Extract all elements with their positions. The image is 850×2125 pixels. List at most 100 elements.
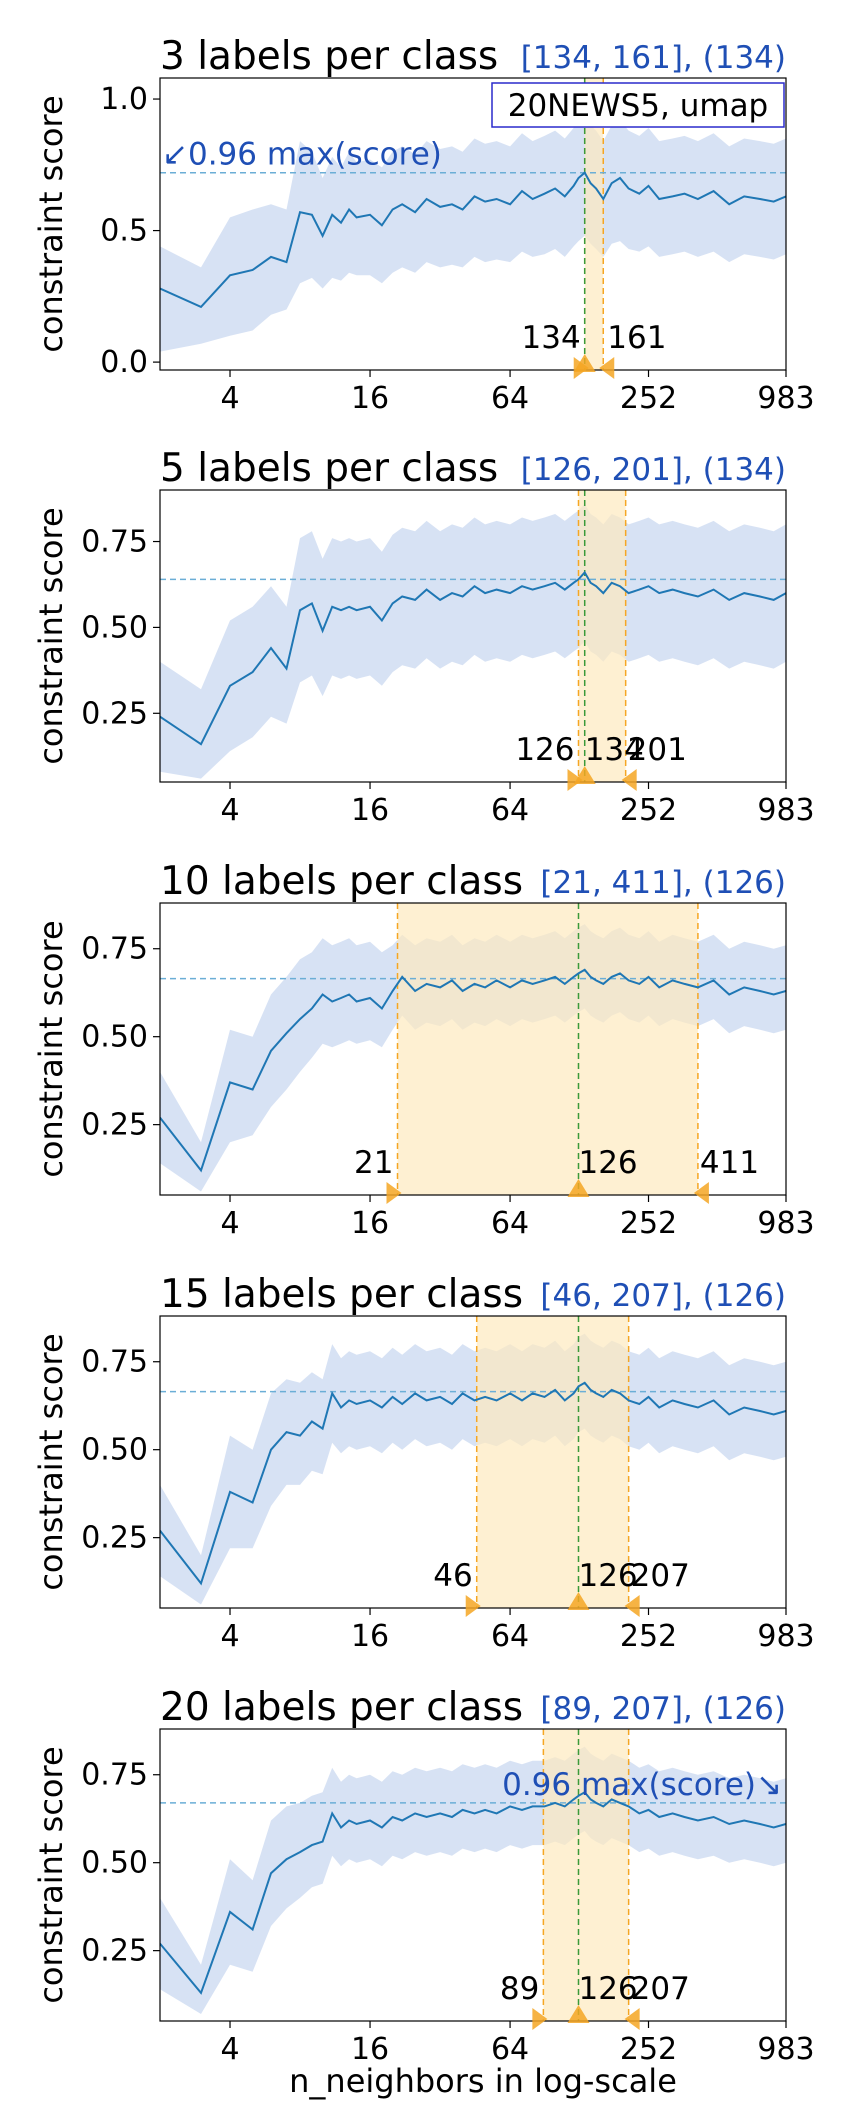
y-tick-label: 0.50	[81, 1433, 148, 1468]
best-value-marker	[567, 1592, 590, 1610]
confidence-band	[160, 112, 786, 352]
y-tick-label: 0.75	[81, 932, 148, 967]
plot-area	[160, 490, 786, 782]
y-tick-label: 0.0	[100, 345, 148, 380]
best-value-marker	[567, 1179, 590, 1197]
range-annotation: [134, 161], (134)	[521, 40, 786, 76]
range-high-marker	[624, 2008, 640, 2030]
range-low-marker	[567, 769, 583, 791]
selected-range-region	[476, 1316, 629, 1608]
plot-area	[160, 1316, 786, 1608]
x-tick-label: 252	[620, 1619, 677, 1654]
y-axis-label: constraint score	[32, 920, 70, 1177]
chart-panel-2: 4 16 64 252 983 0.25 0.50 0.75 constraint score 5…	[32, 446, 815, 828]
selected-range-region	[543, 1729, 629, 2021]
figure-xlabel: n_neighbors in log-scale	[289, 2062, 677, 2100]
chart-panel-1: 4 16 64 252 983 0.0 0.5 1.0 constraint score 3 la…	[32, 34, 815, 416]
range-high-marker	[693, 1182, 709, 1204]
y-tick-label: 0.50	[81, 610, 148, 645]
selected-range-region	[397, 903, 698, 1195]
x-tick-label: 252	[620, 2032, 677, 2067]
range-high-marker	[621, 769, 637, 791]
chart-panel-5: 4 16 64 252 983 0.25 0.50 0.75 constraint score 2…	[32, 1685, 815, 2067]
range-high-label: 411	[700, 1145, 759, 1181]
x-tick-label: 983	[757, 381, 814, 416]
x-tick-label: 4	[220, 793, 239, 828]
range-high-label: 207	[631, 1558, 690, 1594]
plot-frame	[159, 489, 787, 783]
chart-panel-3: 4 16 64 252 983 0.25 0.50 0.75 constraint score 1…	[32, 859, 815, 1241]
range-high-marker	[599, 357, 615, 379]
y-tick-label: 0.25	[81, 1934, 148, 1969]
y-tick-label: 0.25	[81, 696, 148, 731]
x-tick-label: 64	[491, 793, 529, 828]
range-annotation: [89, 207], (126)	[540, 1691, 786, 1727]
score-line	[160, 570, 786, 746]
x-tick-label: 16	[351, 1206, 389, 1241]
range-high-label: 201	[628, 732, 687, 768]
x-tick-label: 983	[757, 793, 814, 828]
confidence-band	[160, 1746, 786, 2014]
range-high-label: 207	[631, 1971, 690, 2007]
range-low-marker	[386, 1182, 402, 1204]
best-value-label: 126	[578, 1558, 637, 1594]
range-annotation: [21, 411], (126)	[540, 865, 786, 901]
y-tick-label: 0.25	[81, 1521, 148, 1556]
max-score-note: 0.96 max(score)↘	[502, 1767, 782, 1803]
range-high-marker	[624, 1595, 640, 1617]
range-low-marker	[465, 1595, 481, 1617]
y-tick-label: 1.0	[100, 82, 148, 117]
y-tick-label: 0.75	[81, 525, 148, 560]
y-axis-label: constraint score	[32, 507, 70, 764]
x-tick-label: 983	[757, 1619, 814, 1654]
x-tick-label: 983	[757, 1206, 814, 1241]
panels: 4 16 64 252 983 0.0 0.5 1.0 constraint score 3 la…	[32, 34, 815, 2067]
confidence-band	[160, 503, 786, 779]
x-tick-label: 16	[351, 793, 389, 828]
best-value-marker	[573, 354, 596, 372]
x-tick-label: 4	[220, 2032, 239, 2067]
selected-range-region	[578, 490, 626, 782]
best-value-marker	[567, 2005, 590, 2023]
plot-area	[160, 1729, 786, 2021]
y-tick-label: 0.75	[81, 1758, 148, 1793]
y-tick-label: 0.50	[81, 1846, 148, 1881]
plot-frame	[159, 77, 787, 371]
panel-title: 10 labels per class	[160, 859, 523, 904]
range-low-label: 46	[433, 1558, 472, 1594]
y-tick-label: 0.75	[81, 1345, 148, 1380]
x-tick-label: 4	[220, 1619, 239, 1654]
x-tick-label: 16	[351, 2032, 389, 2067]
x-tick-label: 252	[620, 793, 677, 828]
y-tick-label: 0.25	[81, 1108, 148, 1143]
range-high-label: 161	[607, 320, 666, 356]
x-tick-label: 64	[491, 2032, 529, 2067]
plot-frame	[159, 902, 787, 1196]
plot-frame	[159, 1728, 787, 2022]
y-tick-label: 0.50	[81, 1020, 148, 1055]
x-tick-label: 252	[620, 381, 677, 416]
dataset-legend-box	[491, 82, 785, 128]
range-low-label: 134	[522, 320, 581, 356]
x-tick-label: 64	[491, 1206, 529, 1241]
score-line	[160, 968, 786, 1173]
range-low-label: 126	[515, 732, 574, 768]
x-tick-label: 64	[491, 1619, 529, 1654]
best-value-label: 126	[578, 1145, 637, 1181]
score-line	[160, 1791, 786, 1995]
y-tick-label: 0.5	[100, 214, 148, 249]
x-tick-label: 4	[220, 1206, 239, 1241]
selected-range-region	[584, 78, 604, 370]
y-axis-label: constraint score	[32, 95, 70, 352]
dataset-legend-text: 20NEWS5, umap	[508, 88, 769, 124]
chart-panel-4: 4 16 64 252 983 0.25 0.50 0.75 constraint score 1…	[32, 1272, 815, 1654]
panel-title: 20 labels per class	[160, 1685, 523, 1730]
range-annotation: [126, 201], (134)	[521, 452, 786, 488]
max-score-note: ↙0.96 max(score)	[162, 137, 442, 173]
panel-title: 15 labels per class	[160, 1272, 523, 1317]
y-axis-label: constraint score	[32, 1746, 70, 2003]
score-line	[160, 1381, 786, 1586]
x-tick-label: 983	[757, 2032, 814, 2067]
x-tick-label: 16	[351, 381, 389, 416]
